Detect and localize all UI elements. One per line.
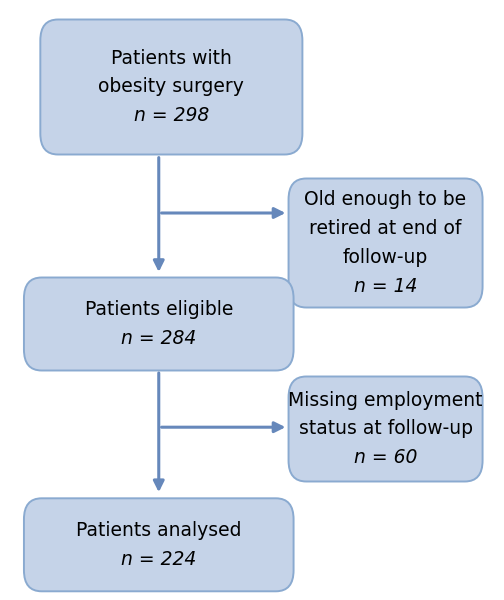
Text: status at follow-up: status at follow-up (298, 419, 473, 439)
Text: Old enough to be: Old enough to be (304, 190, 467, 209)
FancyBboxPatch shape (24, 498, 293, 592)
Text: n = 224: n = 224 (121, 550, 197, 569)
Text: n = 60: n = 60 (354, 448, 417, 467)
Text: n = 298: n = 298 (134, 106, 209, 125)
FancyBboxPatch shape (24, 277, 293, 370)
FancyBboxPatch shape (40, 19, 302, 155)
FancyBboxPatch shape (288, 377, 482, 481)
Text: Patients with: Patients with (111, 49, 232, 68)
FancyBboxPatch shape (288, 179, 482, 307)
Text: Patients analysed: Patients analysed (76, 521, 241, 540)
Text: Patients eligible: Patients eligible (85, 300, 233, 319)
Text: retired at end of: retired at end of (309, 219, 462, 238)
Text: n = 284: n = 284 (121, 329, 197, 348)
Text: obesity surgery: obesity surgery (98, 77, 244, 97)
Text: n = 14: n = 14 (354, 277, 417, 296)
Text: follow-up: follow-up (343, 248, 428, 267)
Text: Missing employment: Missing employment (288, 391, 483, 410)
